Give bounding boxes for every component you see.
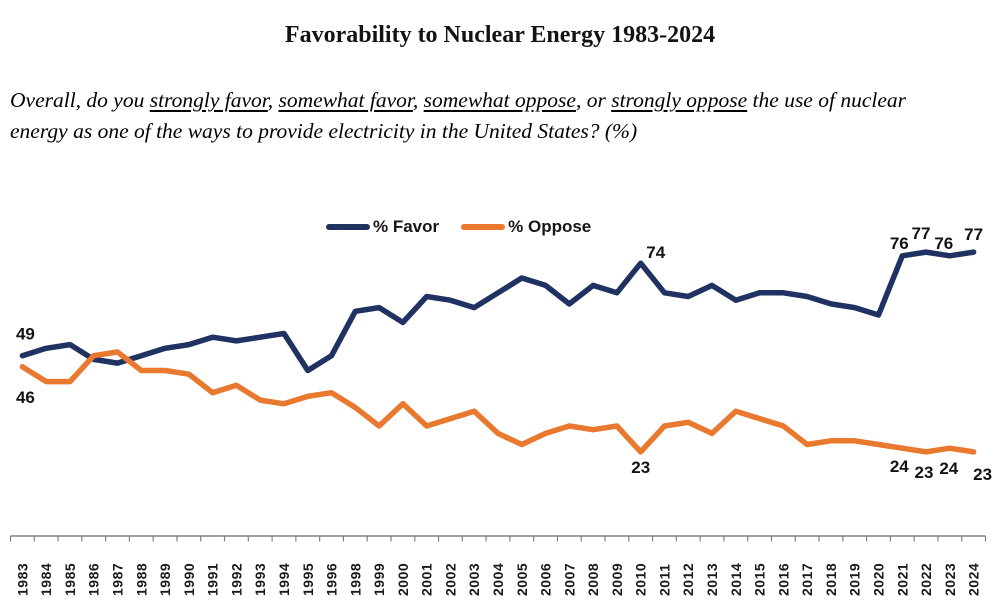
x-label-1987: 1987 [110, 563, 126, 596]
x-label-2011: 2011 [656, 564, 672, 596]
oppose-line [19, 349, 977, 455]
x-label-1984: 1984 [38, 563, 54, 596]
x-label-2006: 2006 [538, 563, 554, 596]
x-label-2003: 2003 [466, 563, 482, 596]
x-label-1998: 1998 [347, 563, 363, 596]
x-label-2015: 2015 [752, 563, 768, 596]
x-label-2017: 2017 [799, 563, 815, 596]
x-label-2020: 2020 [870, 563, 886, 596]
x-label-2014: 2014 [728, 563, 744, 596]
x-label-2016: 2016 [775, 563, 791, 596]
favor-label-2021: 76 [890, 234, 909, 253]
x-label-2001: 2001 [419, 563, 435, 596]
x-label-1983: 1983 [14, 563, 30, 596]
x-label-2013: 2013 [704, 563, 720, 596]
legend: % Favor % Oppose [326, 217, 613, 237]
oppose-label-2022: 23 [915, 463, 934, 482]
underlined-phrase: strongly favor [149, 88, 268, 112]
x-label-2010: 2010 [633, 563, 649, 596]
x-label-2007: 2007 [561, 563, 577, 596]
x-label-1992: 1992 [228, 563, 244, 596]
favor-label-2023: 76 [934, 234, 953, 253]
question-text: , [412, 88, 424, 112]
x-label-2022: 2022 [918, 563, 934, 596]
survey-question-line: Overall, do you strongly favor, somewhat… [10, 85, 988, 116]
favor-label-2024: 77 [964, 225, 983, 244]
x-label-2008: 2008 [585, 563, 601, 596]
oppose-label-2010: 23 [631, 458, 650, 477]
favor-line [19, 249, 977, 374]
x-label-2004: 2004 [490, 563, 506, 596]
x-label-1985: 1985 [62, 563, 78, 596]
x-label-2023: 2023 [942, 563, 958, 596]
x-label-1994: 1994 [276, 563, 292, 596]
chart-title: Favorability to Nuclear Energy 1983-2024 [284, 22, 716, 48]
x-label-2005: 2005 [514, 563, 530, 596]
oppose-label-2024: 23 [973, 465, 992, 484]
underlined-phrase: strongly oppose [611, 88, 748, 112]
x-label-2024: 2024 [966, 563, 982, 596]
favor-label-2010: 74 [646, 243, 665, 262]
question-text: the use of nuclear [747, 88, 906, 112]
question-text: , or [575, 88, 612, 112]
underlined-phrase: somewhat oppose [423, 88, 576, 112]
survey-question: Overall, do you strongly favor, somewhat… [10, 85, 988, 147]
favor-label-2022: 77 [912, 224, 931, 243]
x-label-1990: 1990 [181, 563, 197, 596]
question-text: energy as one of the ways to provide ele… [10, 119, 638, 143]
underlined-phrase: somewhat favor [278, 88, 413, 112]
x-label-2009: 2009 [609, 563, 625, 596]
legend-item-favor: % Favor [326, 217, 439, 237]
x-label-2018: 2018 [823, 563, 839, 596]
x-label-1993: 1993 [252, 563, 268, 596]
legend-item-oppose: % Oppose [461, 217, 591, 237]
legend-swatch-icon [326, 224, 370, 230]
legend-label: % Oppose [508, 217, 592, 236]
x-label-1996: 1996 [324, 563, 340, 596]
legend-swatch-icon [461, 224, 506, 230]
x-label-1991: 1991 [205, 563, 221, 596]
x-label-1999: 1999 [371, 563, 387, 596]
x-label-1995: 1995 [300, 563, 316, 596]
x-label-2019: 2019 [847, 563, 863, 596]
survey-question-line: energy as one of the ways to provide ele… [10, 116, 988, 147]
favor-label-1983: 49 [16, 325, 35, 344]
x-label-2021: 2021 [894, 563, 910, 596]
question-text: Overall, do you [10, 88, 150, 112]
oppose-label-2023: 24 [939, 459, 958, 478]
legend-label: % Favor [373, 217, 440, 236]
oppose-label-1983: 46 [16, 388, 35, 407]
x-label-1989: 1989 [157, 563, 173, 596]
oppose-label-2021: 24 [890, 457, 909, 476]
x-label-2012: 2012 [680, 563, 696, 596]
x-label-1988: 1988 [133, 563, 149, 596]
x-label-1986: 1986 [86, 563, 102, 596]
x-label-2002: 2002 [442, 563, 458, 596]
question-text: , [267, 88, 279, 112]
x-label-2000: 2000 [395, 563, 411, 596]
